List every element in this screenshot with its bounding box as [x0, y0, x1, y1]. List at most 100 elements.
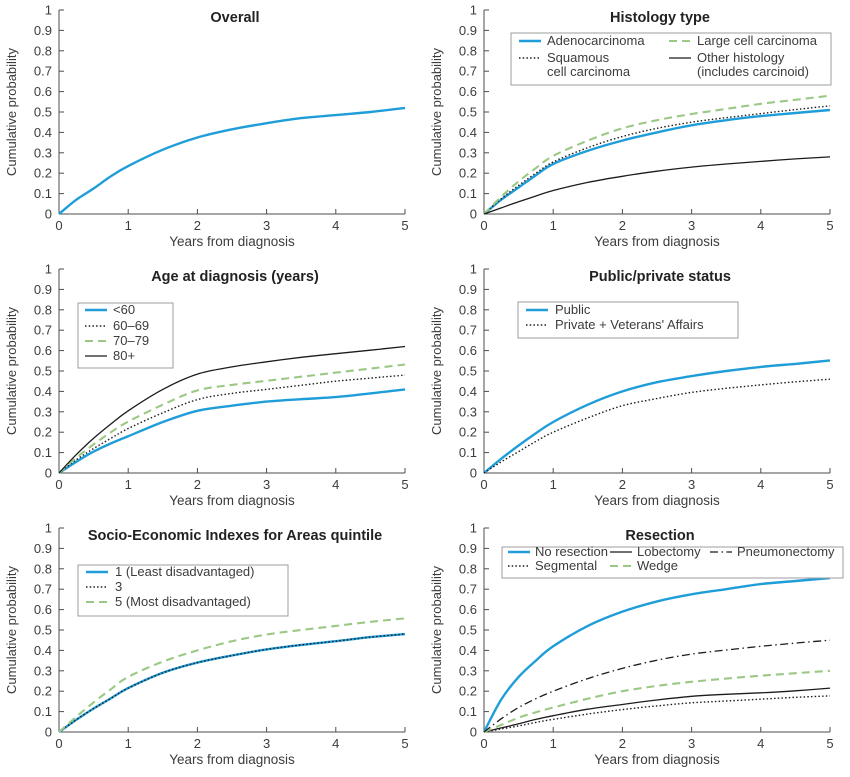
legend-label-wedge: Wedge [637, 558, 678, 573]
x-tick-label: 4 [757, 218, 764, 233]
y-tick-label: 0 [45, 725, 52, 740]
y-tick-label: 0.4 [459, 384, 477, 399]
series-overall [58, 106, 406, 215]
x-axis-title: Years from diagnosis [594, 752, 720, 767]
x-tick-label: 4 [332, 477, 339, 492]
y-tick-label: 0.2 [34, 425, 52, 440]
x-axis-title: Years from diagnosis [169, 752, 295, 767]
y-tick-label: 0.6 [459, 602, 477, 617]
y-axis: 0 0.1 0.2 0.3 0.4 0.5 0.6 0.7 0.8 0.9 1 Cumulative … [429, 521, 489, 740]
legend-label-3: 3 [115, 579, 122, 594]
histology-type-chart: 0 0.1 0.2 0.3 0.4 0.5 0.6 0.7 0.8 0.9 1 Cumulative … [429, 3, 834, 250]
y-tick-label: 0.9 [34, 23, 52, 38]
legend-label-5-most-disadvantaged: 5 (Most disadvantaged) [115, 594, 251, 609]
y-tick-label: 0.3 [459, 404, 477, 419]
x-tick-label: 1 [550, 736, 557, 751]
legend: No resection Lobectomy Pneumonectomy Segmen… [501, 544, 844, 579]
y-tick-label: 0.2 [34, 684, 52, 699]
series-pneumonectomy [483, 639, 831, 733]
y-tick-label: 1 [45, 262, 52, 277]
y-tick-label: 0.4 [34, 125, 52, 140]
x-tick-label: 0 [480, 218, 487, 233]
x-tick-label: 0 [480, 477, 487, 492]
y-axis: 0 0.1 0.2 0.3 0.4 0.5 0.6 0.7 0.8 0.9 1 Cumulative … [4, 262, 64, 481]
public-private-status-chart: 0 0.1 0.2 0.3 0.4 0.5 0.6 0.7 0.8 0.9 1 Cumulative … [429, 262, 834, 509]
series-5-most-disadvantaged [58, 617, 406, 733]
series-lobectomy [483, 687, 831, 733]
series-segmental [483, 695, 831, 733]
plot-title: Resection [625, 528, 694, 544]
x-axis: 0 1 2 3 4 5 Years from diagnosis [55, 468, 409, 508]
x-tick-label: 0 [55, 477, 62, 492]
y-tick-label: 0.5 [34, 364, 52, 379]
y-tick-label: 0.2 [34, 166, 52, 181]
x-axis: 0 1 2 3 4 5 Years from diagnosis [480, 468, 834, 508]
x-tick-label: 1 [125, 218, 132, 233]
legend-label-no-resection: No resection [535, 544, 608, 559]
series-adenocarcinoma [483, 108, 831, 215]
y-tick-label: 0 [45, 466, 52, 481]
y-tick-label: 0.3 [34, 663, 52, 678]
panel-seifa-quintile: 0 0.1 0.2 0.3 0.4 0.5 0.6 0.7 0.8 0.9 1 Cumulative … [0, 518, 425, 777]
panel-resection: 0 0.1 0.2 0.3 0.4 0.5 0.6 0.7 0.8 0.9 1 Cumulative … [425, 518, 850, 777]
x-axis-title: Years from diagnosis [594, 234, 720, 249]
y-tick-label: 0.5 [34, 623, 52, 638]
series-3 [58, 633, 406, 733]
y-tick-label: 0.6 [459, 84, 477, 99]
series-private-veterans-affairs [483, 378, 831, 474]
y-tick-label: 0.3 [34, 404, 52, 419]
series-large-cell-carcinoma [483, 94, 831, 215]
y-axis: 0 0.1 0.2 0.3 0.4 0.5 0.6 0.7 0.8 0.9 1 Cumulative … [4, 521, 64, 740]
y-tick-label: 0.5 [459, 623, 477, 638]
y-tick-label: 0.6 [459, 343, 477, 358]
x-tick-label: 1 [550, 477, 557, 492]
x-axis: 0 1 2 3 4 5 Years from diagnosis [55, 727, 409, 767]
overall-chart: 0 0.1 0.2 0.3 0.4 0.5 0.6 0.7 0.8 0.9 1 Cumulative … [4, 3, 409, 250]
series-public [483, 359, 831, 474]
age-at-diagnosis-chart: 0 0.1 0.2 0.3 0.4 0.5 0.6 0.7 0.8 0.9 1 Cumulative … [4, 262, 409, 509]
x-tick-label: 3 [688, 477, 695, 492]
x-tick-label: 1 [125, 736, 132, 751]
x-tick-label: 5 [401, 218, 408, 233]
x-tick-label: 4 [332, 218, 339, 233]
series-wedge [483, 669, 831, 733]
panel-overall: 0 0.1 0.2 0.3 0.4 0.5 0.6 0.7 0.8 0.9 1 Cumulative … [0, 0, 425, 259]
legend-label-60: <60 [113, 302, 135, 317]
x-tick-label: 5 [826, 218, 833, 233]
legend-label-segmental: Segmental [535, 558, 597, 573]
legend-label-pneumonectomy: Pneumonectomy [737, 544, 835, 559]
y-tick-label: 0.5 [34, 105, 52, 120]
y-tick-label: 0.7 [459, 582, 477, 597]
x-tick-label: 3 [688, 736, 695, 751]
y-axis-title: Cumulative probability [429, 307, 444, 435]
series-60 [58, 388, 406, 475]
y-axis-title: Cumulative probability [4, 48, 19, 176]
legend-label2-squamous: cell carcinoma [547, 64, 631, 79]
series-80 [58, 345, 406, 474]
series-70-79 [58, 363, 406, 474]
resection-chart: 0 0.1 0.2 0.3 0.4 0.5 0.6 0.7 0.8 0.9 1 Cumulative … [429, 521, 844, 767]
panel-age-at-diagnosis: 0 0.1 0.2 0.3 0.4 0.5 0.6 0.7 0.8 0.9 1 Cumulative … [0, 259, 425, 518]
y-tick-label: 0.2 [459, 425, 477, 440]
y-tick-label: 0.7 [459, 64, 477, 79]
x-axis-title: Years from diagnosis [594, 493, 720, 508]
y-tick-label: 0.2 [459, 166, 477, 181]
y-tick-label: 1 [470, 521, 477, 536]
y-tick-label: 0.8 [459, 302, 477, 317]
y-tick-label: 0.8 [459, 561, 477, 576]
y-tick-label: 0.7 [34, 323, 52, 338]
y-tick-label: 0.6 [34, 602, 52, 617]
x-tick-label: 4 [757, 477, 764, 492]
y-tick-label: 0.7 [459, 323, 477, 338]
y-tick-label: 0.3 [459, 145, 477, 160]
y-tick-label: 0.6 [34, 84, 52, 99]
x-tick-label: 3 [688, 218, 695, 233]
y-tick-label: 0.8 [34, 561, 52, 576]
series-60-69 [58, 374, 406, 474]
legend-label-private-veterans-affairs: Private + Veterans' Affairs [555, 317, 704, 332]
x-tick-label: 5 [401, 477, 408, 492]
x-tick-label: 2 [194, 477, 201, 492]
x-tick-label: 4 [757, 736, 764, 751]
